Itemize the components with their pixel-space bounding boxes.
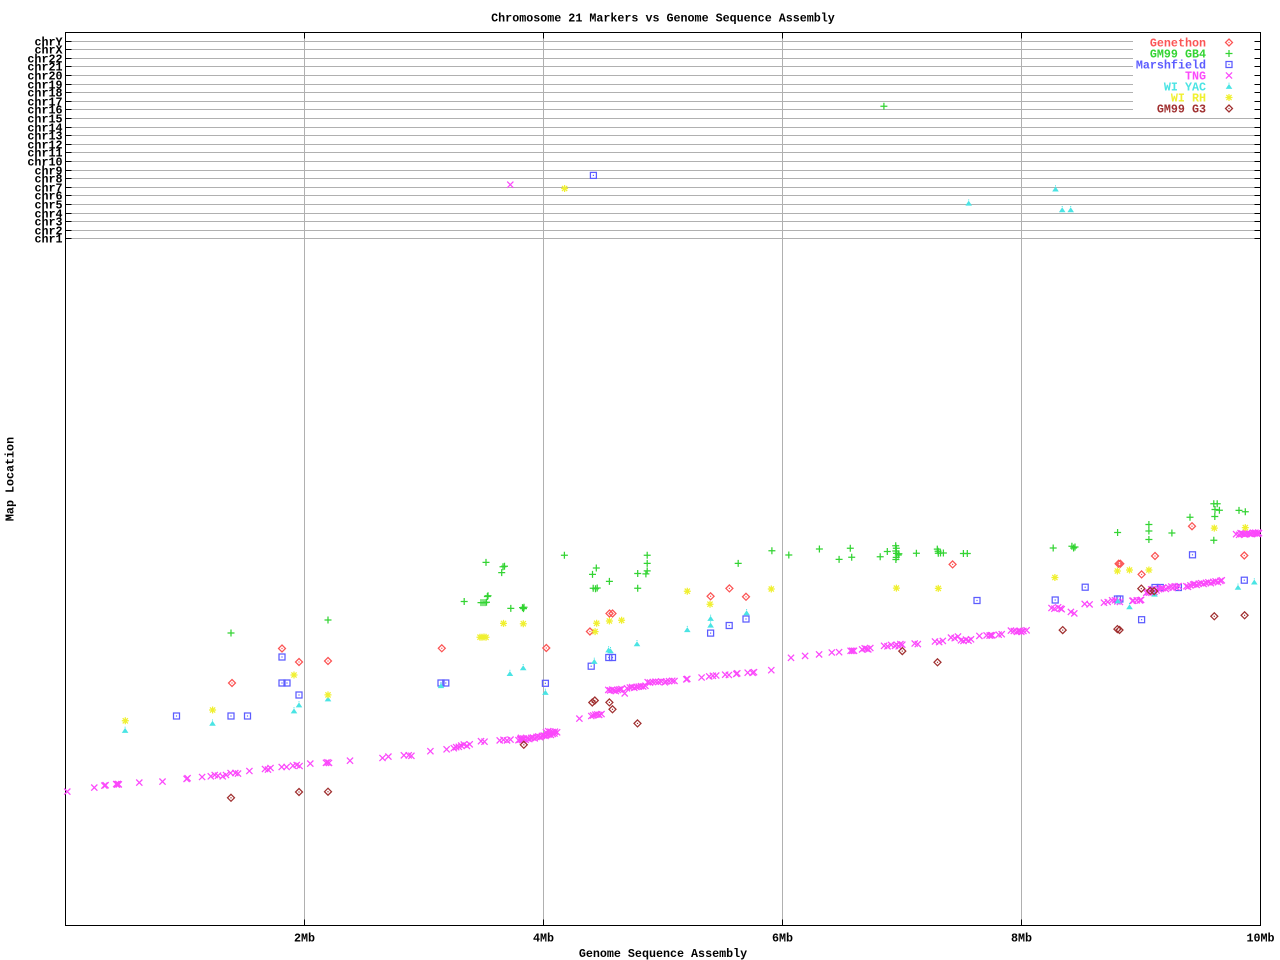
svg-text:2Mb: 2Mb (294, 932, 315, 946)
svg-text:Genethon: Genethon (1150, 36, 1206, 50)
svg-text:chr12: chr12 (27, 138, 62, 152)
svg-text:chr6: chr6 (34, 189, 62, 203)
svg-text:chr1: chr1 (34, 232, 62, 246)
svg-text:6Mb: 6Mb (772, 932, 793, 946)
svg-text:chr4: chr4 (34, 207, 62, 221)
svg-text:chr16: chr16 (27, 103, 62, 117)
svg-text:chr18: chr18 (27, 86, 62, 100)
svg-text:chr5: chr5 (34, 198, 62, 212)
svg-text:chr9: chr9 (34, 164, 62, 178)
svg-text:chrY: chrY (34, 35, 62, 49)
svg-text:chr3: chr3 (34, 215, 62, 229)
svg-text:chr7: chr7 (34, 181, 62, 195)
svg-text:WI YAC: WI YAC (1164, 80, 1206, 94)
svg-text:TNG: TNG (1185, 69, 1206, 83)
svg-text:chr21: chr21 (27, 60, 62, 74)
svg-text:chr13: chr13 (27, 129, 62, 143)
svg-text:GM99 GB4: GM99 GB4 (1150, 47, 1206, 61)
svg-text:8Mb: 8Mb (1011, 932, 1032, 946)
svg-text:chr10: chr10 (27, 155, 62, 169)
svg-text:chrX: chrX (34, 43, 63, 57)
svg-text:GM99 G3: GM99 G3 (1157, 102, 1206, 116)
svg-text:chr22: chr22 (27, 52, 62, 66)
svg-text:Genome Sequence Assembly: Genome Sequence Assembly (579, 947, 747, 960)
svg-text:WI RH: WI RH (1171, 91, 1206, 105)
svg-text:chr14: chr14 (27, 121, 62, 135)
svg-text:chr15: chr15 (27, 112, 62, 126)
svg-text:4Mb: 4Mb (533, 932, 554, 946)
svg-text:chr20: chr20 (27, 69, 62, 83)
svg-text:chr11: chr11 (27, 146, 62, 160)
svg-text:chr2: chr2 (34, 224, 62, 238)
svg-text:chr17: chr17 (27, 95, 62, 109)
svg-text:Map Location: Map Location (4, 437, 18, 521)
svg-text:Chromosome 21 Markers vs Genom: Chromosome 21 Markers vs Genome Sequence… (491, 12, 835, 26)
svg-text:chr19: chr19 (27, 78, 62, 92)
svg-text:Marshfield: Marshfield (1136, 58, 1206, 72)
svg-text:chr8: chr8 (34, 172, 62, 186)
svg-text:10Mb: 10Mb (1246, 932, 1274, 946)
